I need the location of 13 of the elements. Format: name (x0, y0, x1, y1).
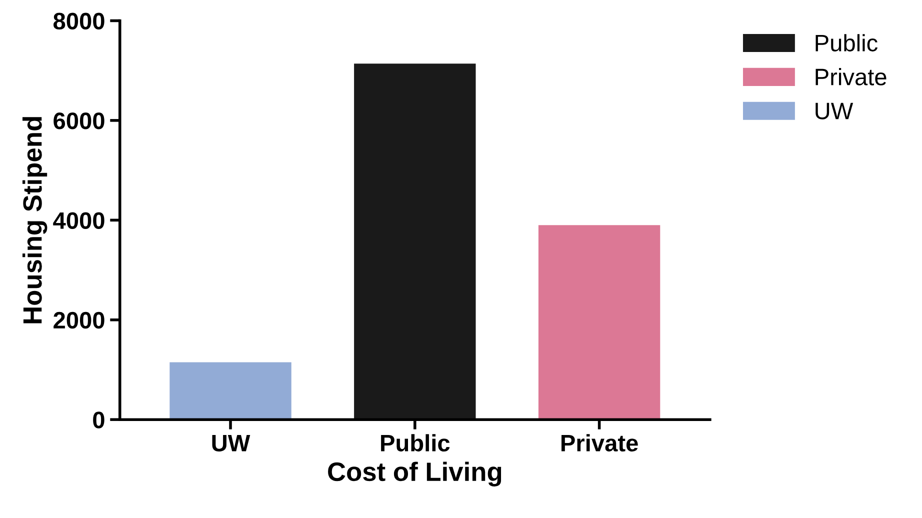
y-tick-label: 4000 (53, 212, 104, 229)
y-tick-label: 6000 (54, 112, 104, 130)
y-tick-label: 2000 (54, 312, 104, 329)
x-tick-label: UW (212, 435, 250, 452)
y-axis-title: Housing Stipend (22, 117, 48, 324)
x-tick-label: Private (562, 434, 638, 452)
legend-label: UW (816, 102, 854, 120)
x-tick-label: Public (381, 434, 450, 452)
legend-label: Public (816, 34, 878, 52)
y-tick-label: 8000 (54, 12, 104, 30)
legend-label: Private (816, 68, 886, 86)
y-tick-label: 0 (93, 412, 104, 428)
x-axis-title: Cost of Living (328, 462, 502, 486)
